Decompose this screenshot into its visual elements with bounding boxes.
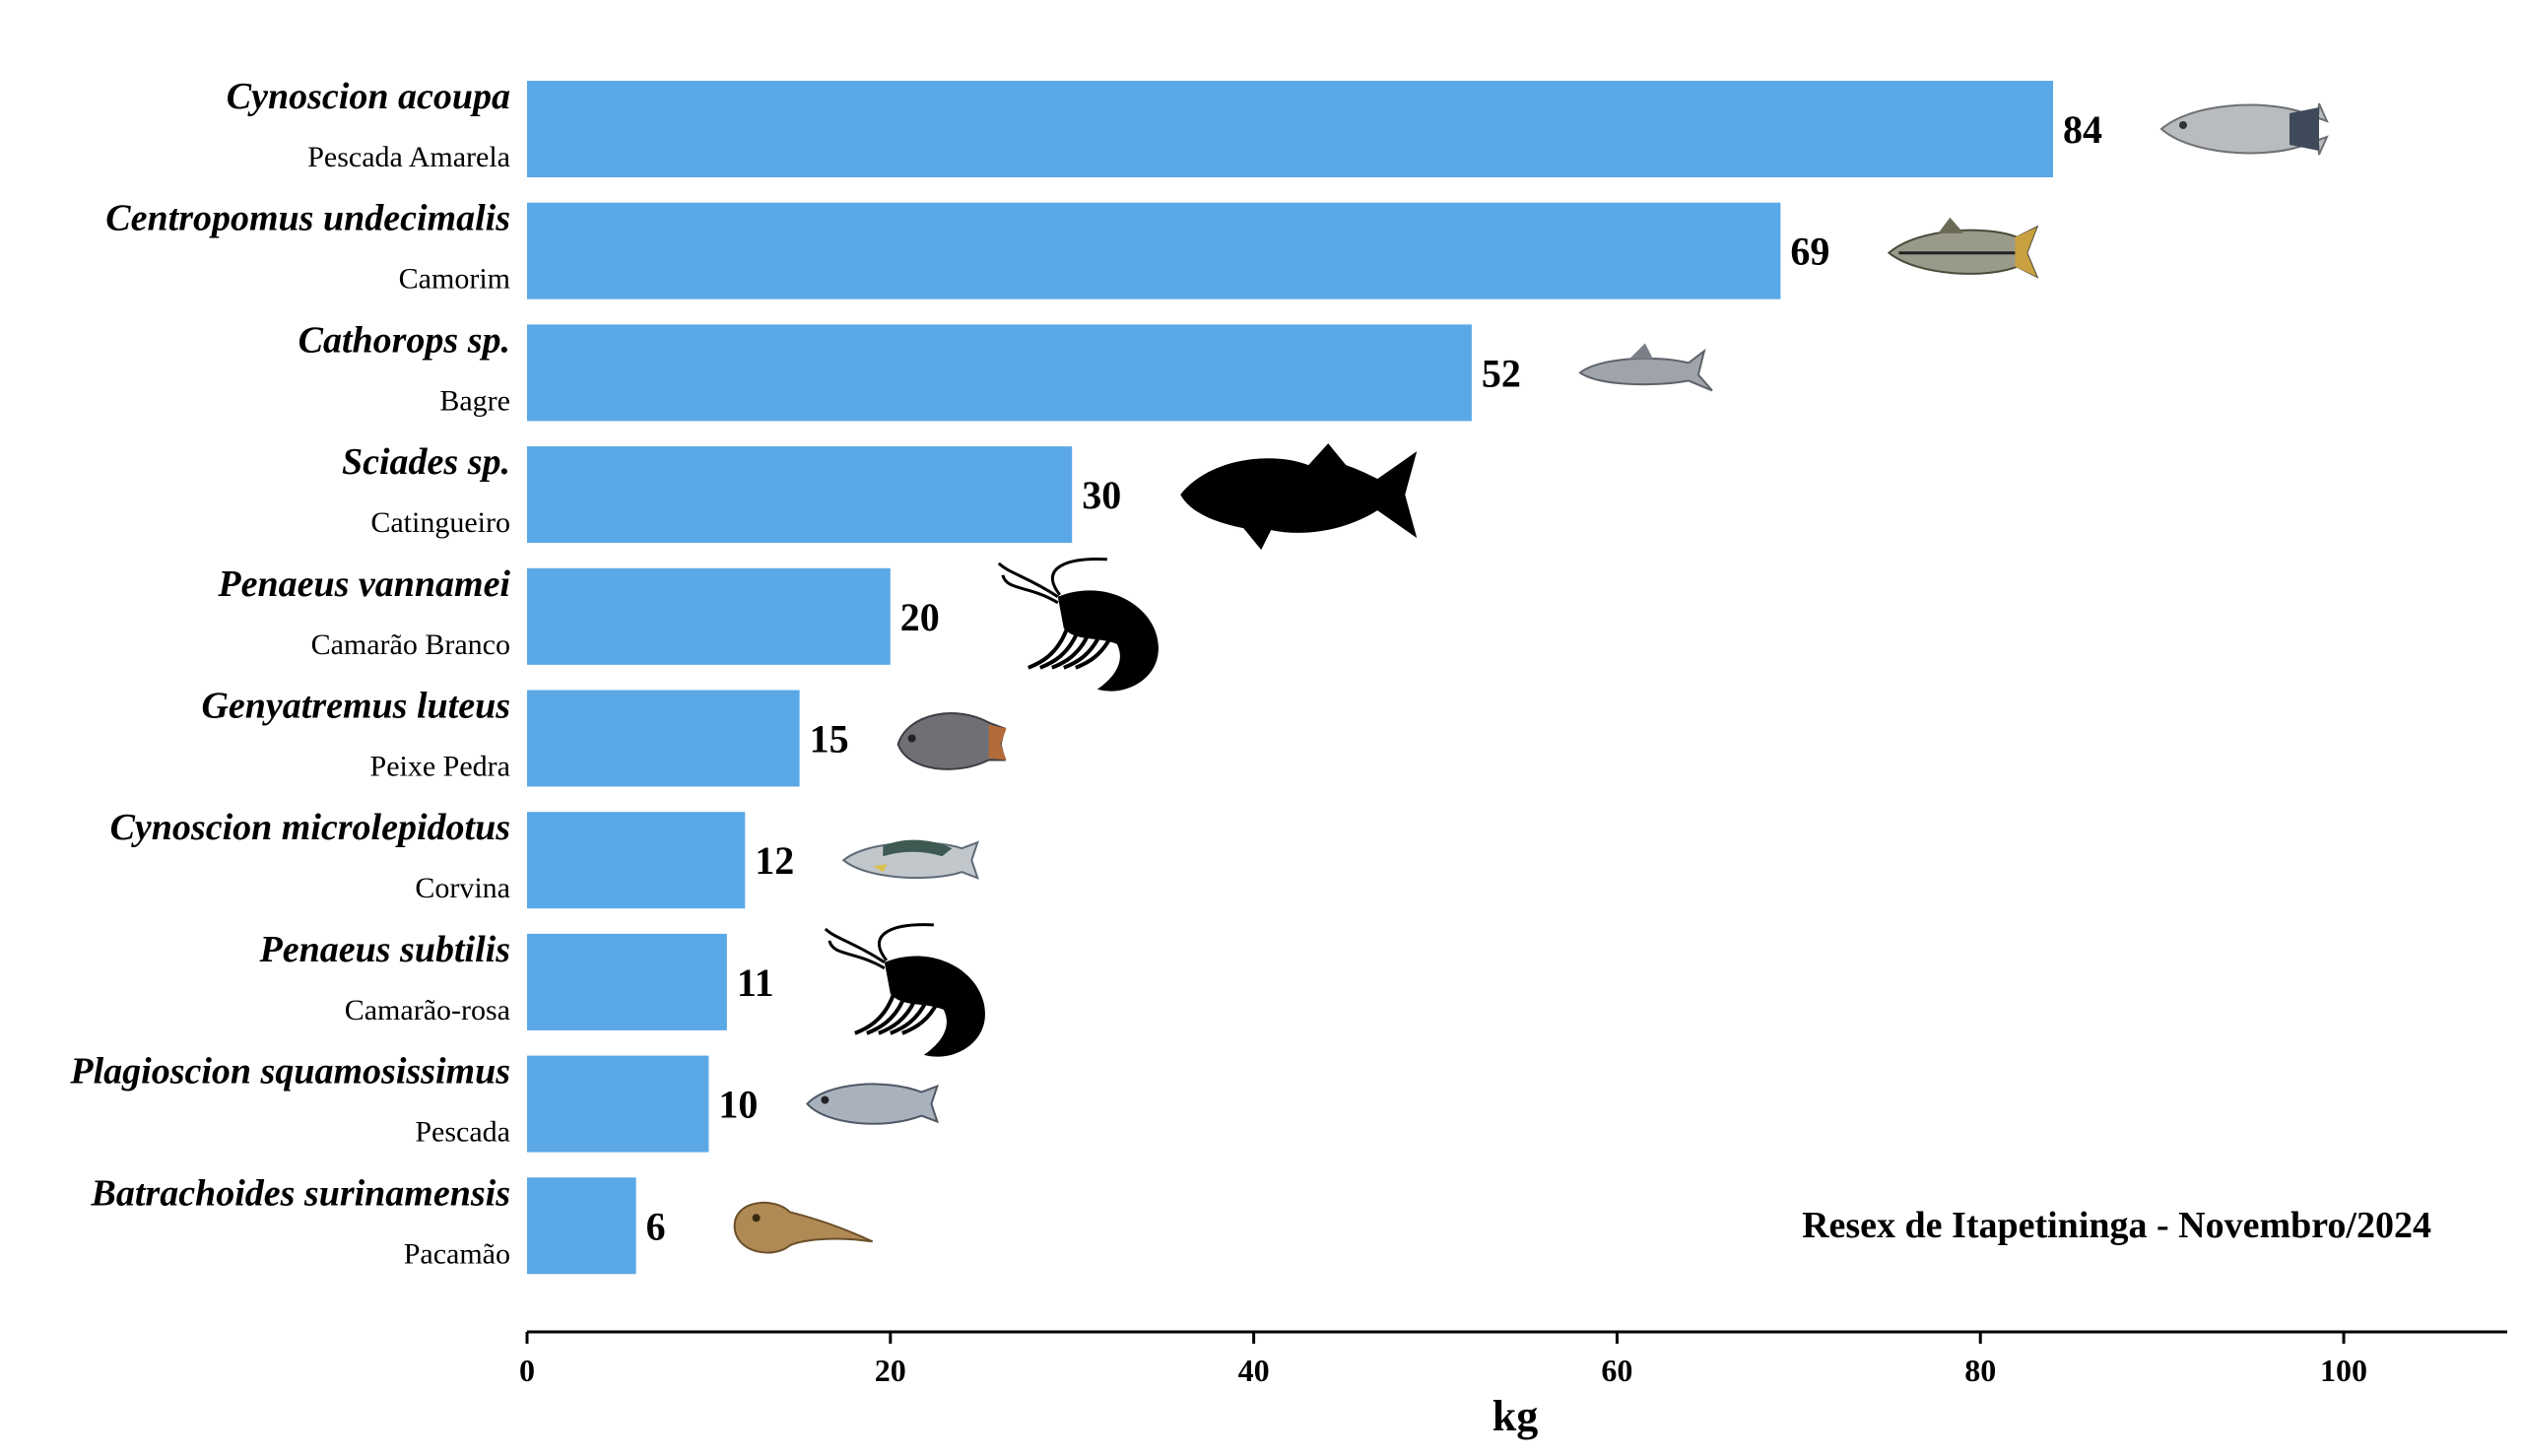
category-scientific-label: Cathorops sp.	[299, 319, 510, 361]
category-common-label: Catingueiro	[370, 506, 510, 539]
x-tick-label: 0	[519, 1353, 535, 1388]
category-common-label: Pescada Amarela	[307, 141, 510, 173]
catfish-icon	[1578, 343, 1713, 392]
shrimp-silhouette-icon	[997, 558, 1159, 692]
bar	[527, 324, 1472, 422]
category-labels-group: Cynoscion acoupa Pescada Amarela Centropom…	[69, 76, 510, 1270]
category-common-label: Camarão Branco	[311, 629, 510, 661]
bar	[527, 690, 800, 787]
bar	[527, 1177, 636, 1275]
yellow-croaker-fish-icon	[2159, 102, 2329, 156]
stone-fish-icon	[896, 712, 1007, 770]
category-common-label: Bagre	[439, 384, 510, 417]
data-label: 12	[755, 838, 794, 883]
data-label: 20	[900, 595, 940, 639]
chart-annotation: Resex de Itapetininga - Novembro/2024	[1802, 1205, 2431, 1246]
value-labels-group: 84 69 52 30 20 15 12 11 10 6	[646, 107, 2102, 1248]
data-label: 84	[2063, 107, 2102, 152]
data-label: 69	[1790, 230, 1829, 274]
data-label: 15	[810, 717, 849, 761]
x-tick-label: 80	[1964, 1353, 1996, 1388]
species-icons-group	[733, 102, 2329, 1254]
data-label: 30	[1082, 473, 1121, 517]
category-common-label: Camarão-rosa	[345, 994, 510, 1026]
category-scientific-label: Cynoscion microlepidotus	[110, 807, 510, 848]
category-common-label: Pescada	[415, 1116, 510, 1149]
category-scientific-label: Sciades sp.	[342, 441, 510, 483]
x-axis-label: kg	[1493, 1392, 1538, 1440]
bars-group	[527, 81, 2053, 1275]
category-scientific-label: Penaeus subtilis	[259, 929, 510, 970]
corvina-fish-icon	[841, 839, 979, 880]
x-tick-label: 100	[2320, 1353, 2367, 1388]
bar	[527, 202, 1781, 299]
bar	[527, 81, 2053, 177]
bar	[527, 812, 746, 909]
category-scientific-label: Penaeus vannamei	[217, 563, 510, 605]
x-tick-label: 40	[1238, 1353, 1270, 1388]
category-common-label: Camorim	[399, 263, 510, 296]
x-tick-label: 20	[875, 1353, 906, 1388]
pescada-fish-icon	[806, 1083, 940, 1125]
data-label: 10	[718, 1083, 758, 1127]
x-tick-label: 60	[1601, 1353, 1632, 1388]
bar	[527, 567, 891, 665]
category-scientific-label: Genyatremus luteus	[201, 686, 510, 727]
category-common-label: Corvina	[415, 872, 510, 904]
category-scientific-label: Cynoscion acoupa	[227, 76, 510, 117]
x-axis: 0 20 40 60 80 100	[519, 1330, 2507, 1388]
data-label: 52	[1482, 351, 1521, 395]
fish-silhouette-icon	[1180, 443, 1418, 551]
shrimp-silhouette-icon	[824, 923, 985, 1057]
bar	[527, 1055, 709, 1153]
category-common-label: Pacamão	[404, 1237, 510, 1270]
category-scientific-label: Plagioscion squamosissimus	[69, 1051, 510, 1092]
category-scientific-label: Batrachoides surinamensis	[91, 1172, 511, 1214]
data-label: 6	[646, 1204, 666, 1248]
toadfish-icon	[733, 1201, 874, 1254]
category-common-label: Peixe Pedra	[370, 751, 510, 783]
snook-fish-icon	[1887, 217, 2039, 279]
bar	[527, 933, 727, 1030]
data-label: 11	[737, 960, 774, 1005]
bar	[527, 446, 1073, 544]
category-scientific-label: Centropomus undecimalis	[105, 198, 510, 239]
